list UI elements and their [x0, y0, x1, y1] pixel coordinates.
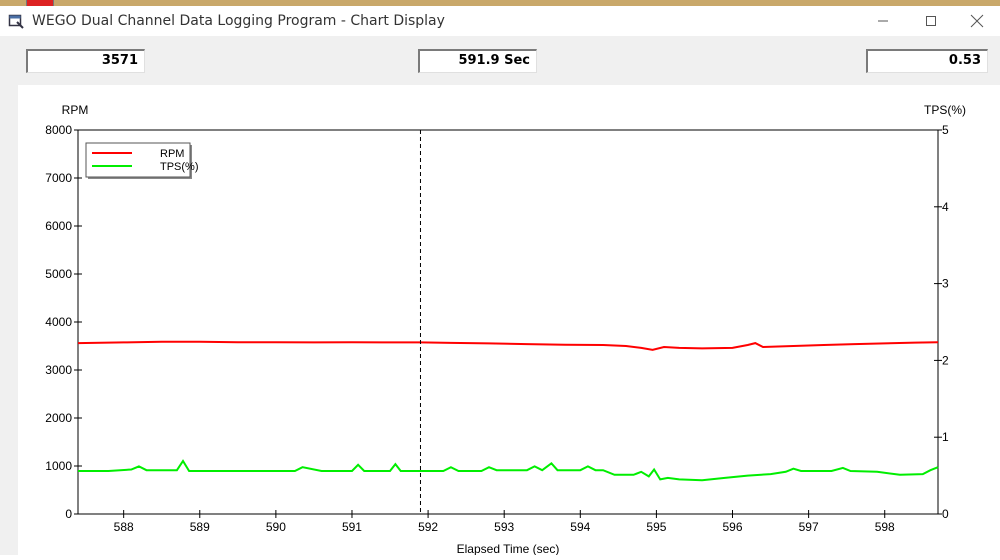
y-tick-label: 5000 [45, 267, 72, 281]
y-tick-label: 3000 [45, 363, 72, 377]
y-axis-title: RPM [62, 103, 89, 117]
chart-panel[interactable]: 0 1000 2000 3000 4000 5000 6000 7000 8000 0 1 2 3 4 5 5… [18, 85, 1000, 556]
y2-tick-label: 3 [942, 277, 949, 291]
y2-tick-label: 0 [942, 507, 949, 521]
y-tick-label: 1000 [45, 459, 72, 473]
series-line-rpm [77, 340, 939, 351]
x-tick-label: 590 [266, 520, 286, 534]
maximize-icon [926, 16, 936, 26]
x-axis-title: Elapsed Time (sec) [457, 542, 560, 555]
y2-tick-label: 2 [942, 353, 949, 367]
plot-frame [77, 129, 939, 515]
y-tick-label: 0 [65, 507, 72, 521]
rpm-tps-chart[interactable]: 0 1000 2000 3000 4000 5000 6000 7000 8000 0 1 2 3 4 5 5… [18, 85, 1000, 556]
chart-window-icon[interactable] [8, 13, 24, 29]
rpm-readout: 3571 [26, 49, 145, 73]
y-tick-label: 8000 [45, 123, 72, 137]
maximize-button[interactable] [908, 6, 954, 36]
x-tick-label: 596 [722, 520, 742, 534]
close-button[interactable] [954, 6, 1000, 36]
y2-tick-label: 1 [942, 430, 949, 444]
y-tick-label: 7000 [45, 171, 72, 185]
y2-tick-label: 4 [942, 200, 949, 214]
y2-axis-title: TPS(%) [924, 103, 966, 117]
y-tick-label: 2000 [45, 411, 72, 425]
minimize-icon [878, 20, 888, 22]
x-tick-label: 593 [494, 520, 514, 534]
legend-label: RPM [160, 148, 184, 160]
x-tick-label: 594 [570, 520, 590, 534]
background-window-strip [0, 0, 1000, 6]
y-tick-label: 4000 [45, 315, 72, 329]
y-tick-label: 6000 [45, 219, 72, 233]
legend-box [85, 142, 191, 178]
tps-readout: 0.53 [866, 49, 988, 73]
y2-tick-label: 5 [942, 123, 949, 137]
x-tick-label: 589 [190, 520, 210, 534]
background-window-tab [26, 0, 54, 6]
series-line-tps [78, 459, 939, 482]
x-tick-label: 595 [646, 520, 666, 534]
title-bar[interactable]: WEGO Dual Channel Data Logging Program -… [0, 6, 1000, 36]
legend-label: TPS(%) [160, 161, 199, 173]
x-tick-label: 597 [799, 520, 819, 534]
x-tick-label: 598 [875, 520, 895, 534]
x-tick-label: 591 [342, 520, 362, 534]
time-readout: 591.9 Sec [418, 49, 537, 73]
x-tick-label: 588 [114, 520, 134, 534]
close-icon [970, 14, 984, 28]
minimize-button[interactable] [860, 6, 906, 36]
x-tick-label: 592 [418, 520, 438, 534]
client-area: 3571 591.9 Sec 0.53 0 1000 2000 3000 4000 500… [0, 36, 1000, 556]
window-title: WEGO Dual Channel Data Logging Program -… [32, 13, 445, 29]
